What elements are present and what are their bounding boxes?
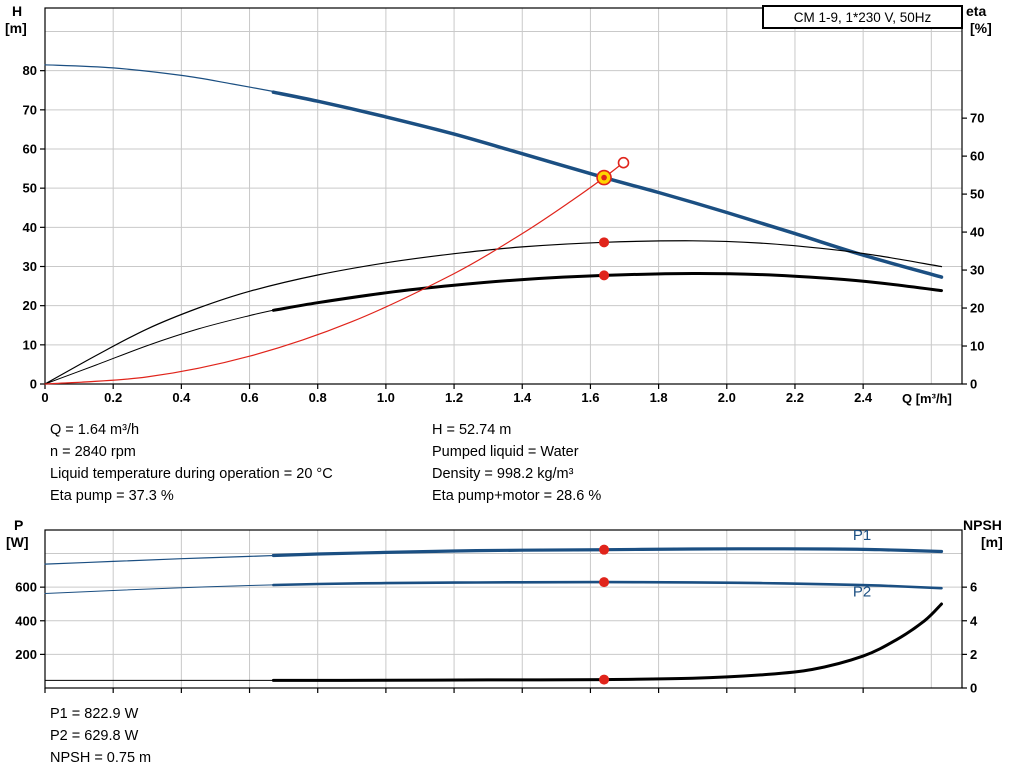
y-left-tick-label: 50: [23, 181, 37, 196]
curve-head-curve: [271, 90, 944, 279]
curve-npsh: [271, 602, 943, 682]
curve-p2-lead: [44, 584, 285, 594]
y-left-tick-label: 200: [15, 647, 37, 662]
y-right-tick-label: 4: [970, 613, 978, 628]
hq-eta-chart: 0 0.2 0.4 0.6 0.8 1.0 1.2 1.4 1.6 1.8 2.0 2.2 2.4 0 10…: [23, 7, 984, 405]
result-p1: P1 = 822.9 W: [50, 706, 139, 722]
curve-p1-lead: [44, 554, 285, 565]
pump-title-box: CM 1-9, 1*230 V, 50Hz: [762, 5, 963, 29]
x-tick-label: 0.4: [172, 390, 191, 405]
condition-n: n = 2840 rpm: [50, 444, 136, 460]
condition-temp: Liquid temperature during operation = 20…: [50, 466, 333, 482]
pump-title-text: CM 1-9, 1*230 V, 50Hz: [793, 9, 932, 25]
curve-affinity-parabola: [44, 162, 624, 385]
y-right-tick-label: 0: [970, 681, 977, 696]
y-left-tick-label: 40: [23, 220, 37, 235]
duty-dot-marker: [599, 270, 610, 281]
series-label-P2: P2: [853, 583, 871, 600]
plot-frame: [44, 7, 963, 385]
y-right-tick-label: 60: [970, 149, 984, 164]
plot-frame: [44, 529, 963, 689]
y-right-tick-label: 6: [970, 580, 977, 595]
duty-point-center: [601, 174, 607, 181]
h-axis-title: H: [12, 3, 23, 19]
condition-eta-pm: Eta pump+motor = 28.6 %: [432, 488, 602, 504]
operating-conditions-right: H = 52.74 m Pumped liquid = Water Densit…: [432, 419, 601, 507]
y-right-tick-label: 2: [970, 647, 977, 662]
power-results: P1 = 822.9 W P2 = 629.8 W NPSH = 0.75 m: [50, 703, 151, 769]
curve-eta-pump-motor-lead: [44, 307, 285, 385]
condition-q: Q = 1.64 m³/h: [50, 422, 140, 438]
curve-point-marker: [617, 156, 630, 169]
q-axis-label: Q [m³/h]: [902, 391, 952, 406]
duty-dot-marker: [599, 544, 610, 555]
power-npsh-chart: 200 400 600 0 2 4 6 P1 P2: [15, 527, 978, 696]
series-label-P1: P1: [853, 527, 871, 544]
y-left-tick-label: 20: [23, 298, 37, 313]
x-tick-label: 0.6: [240, 390, 258, 405]
y-right-tick-label: 10: [970, 339, 984, 354]
y-right-tick-label: 0: [970, 377, 977, 392]
condition-eta-pump: Eta pump = 37.3 %: [50, 488, 174, 504]
condition-density: Density = 998.2 kg/m³: [432, 466, 574, 482]
duty-dot-marker: [599, 577, 610, 588]
y-left-tick-label: 80: [23, 63, 37, 78]
y-left-tick-label: 400: [15, 613, 37, 628]
duty-dot-marker: [599, 674, 610, 685]
y-right-tick-label: 20: [970, 301, 984, 316]
y-right-tick-label: 40: [970, 225, 984, 240]
y-left-tick-label: 600: [15, 580, 37, 595]
y-left-tick-label: 30: [23, 259, 37, 274]
p-axis-title: P: [14, 517, 24, 533]
y-left-tick-label: 10: [23, 337, 37, 352]
npsh-axis-unit: [m]: [981, 534, 1003, 550]
x-tick-label: 1.0: [377, 390, 395, 405]
x-tick-label: 0: [41, 390, 48, 405]
x-tick-label: 0.8: [309, 390, 327, 405]
result-p2: P2 = 629.8 W: [50, 728, 139, 744]
condition-h: H = 52.74 m: [432, 422, 512, 438]
y-right-tick-label: 70: [970, 111, 984, 126]
p-axis-unit: [W]: [6, 534, 29, 550]
x-tick-label: 1.4: [513, 390, 532, 405]
condition-liquid: Pumped liquid = Water: [432, 444, 579, 460]
h-axis-unit: [m]: [5, 20, 27, 36]
eta-axis-title: eta: [966, 3, 987, 19]
curve-eta-pump: [44, 240, 943, 385]
x-tick-label: 2.0: [718, 390, 736, 405]
duty-dot-marker: [599, 237, 610, 248]
y-left-tick-label: 0: [30, 377, 37, 392]
x-tick-label: 1.2: [445, 390, 463, 405]
npsh-axis-title: NPSH: [963, 517, 1002, 533]
y-left-tick-label: 70: [23, 102, 37, 117]
eta-axis-unit: [%]: [970, 20, 992, 36]
x-tick-label: 2.2: [786, 390, 804, 405]
x-tick-label: 0.2: [104, 390, 122, 405]
y-right-tick-label: 50: [970, 187, 984, 202]
curve-head-curve-lead: [44, 64, 285, 94]
y-left-tick-label: 60: [23, 142, 37, 157]
x-tick-label: 1.6: [581, 390, 599, 405]
x-tick-label: 2.4: [854, 390, 873, 405]
x-tick-label: 1.8: [650, 390, 668, 405]
operating-conditions-left: Q = 1.64 m³/h n = 2840 rpm Liquid temper…: [50, 419, 333, 507]
result-npsh: NPSH = 0.75 m: [50, 750, 152, 766]
y-right-tick-label: 30: [970, 263, 984, 278]
